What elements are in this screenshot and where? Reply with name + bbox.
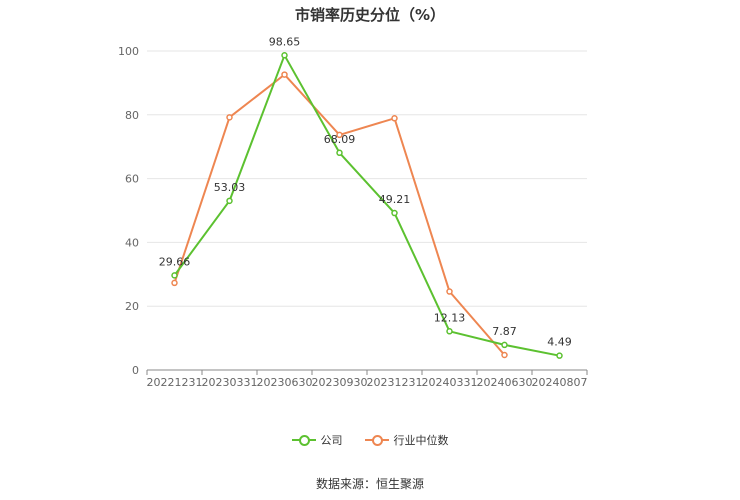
data-label: 49.21 (379, 193, 411, 206)
x-tick-label: 20230630 (257, 376, 313, 389)
series-line-0 (173, 54, 560, 357)
data-label: 29.66 (159, 255, 191, 268)
data-label: 98.65 (269, 35, 301, 48)
data-point-1[interactable] (281, 71, 288, 78)
data-point-0[interactable] (226, 197, 233, 205)
grid-layer (147, 50, 587, 307)
data-label: 4.49 (547, 336, 572, 349)
y-tick-label: 20 (125, 300, 139, 313)
data-label: 68.09 (324, 133, 356, 146)
legend-marker-company-icon (291, 435, 316, 446)
y-tick-label: 0 (132, 364, 139, 377)
data-point-1[interactable] (446, 288, 453, 295)
data-point-1[interactable] (501, 351, 508, 359)
x-tick-label: 20231231 (367, 376, 423, 389)
y-tick-label: 60 (125, 173, 139, 186)
x-tick-label: 20240630 (477, 376, 533, 389)
data-point-0[interactable] (446, 328, 453, 335)
data-point-1[interactable] (226, 114, 233, 121)
data-point-0[interactable] (171, 272, 178, 279)
legend-marker-industry-median-icon (364, 435, 389, 446)
x-tick-label: 20230331 (202, 376, 258, 389)
y-tick-label: 80 (125, 109, 139, 122)
legend-item-company[interactable]: 公司 (291, 432, 343, 448)
x-tick-label: 20221231 (147, 376, 203, 389)
series-layer (171, 52, 563, 359)
data-label: 7.87 (492, 325, 517, 338)
y-tick-label: 40 (125, 236, 139, 249)
legend-label-industry-median: 行业中位数 (393, 434, 449, 447)
data-point-0[interactable] (556, 352, 563, 359)
x-tick-label: 20240331 (422, 376, 478, 389)
data-point-0[interactable] (501, 341, 508, 349)
data-label: 53.03 (214, 181, 246, 194)
x-tick-label: 20230930 (312, 376, 368, 389)
legend-item-industry-median[interactable]: 行业中位数 (364, 432, 449, 448)
data-point-0[interactable] (336, 149, 343, 157)
chart-legend: 公司 行业中位数 (0, 432, 740, 448)
data-point-1[interactable] (171, 279, 178, 287)
legend-label-company: 公司 (320, 434, 343, 447)
chart-title: 市销率历史分位（%） (294, 6, 446, 24)
data-label: 12.13 (434, 311, 466, 324)
data-point-0[interactable] (391, 209, 398, 217)
data-label-layer: 29.66 53.03 98.65 68.09 49.21 12.13 7.87 4.49 (159, 35, 572, 348)
data-point-1[interactable] (336, 131, 343, 139)
data-source: 数据来源：恒生聚源 (315, 477, 424, 491)
x-tick-label: 20240807 (532, 376, 588, 389)
data-point-0[interactable] (281, 52, 288, 59)
y-tick-label: 100 (118, 45, 139, 58)
data-point-1[interactable] (391, 115, 398, 122)
